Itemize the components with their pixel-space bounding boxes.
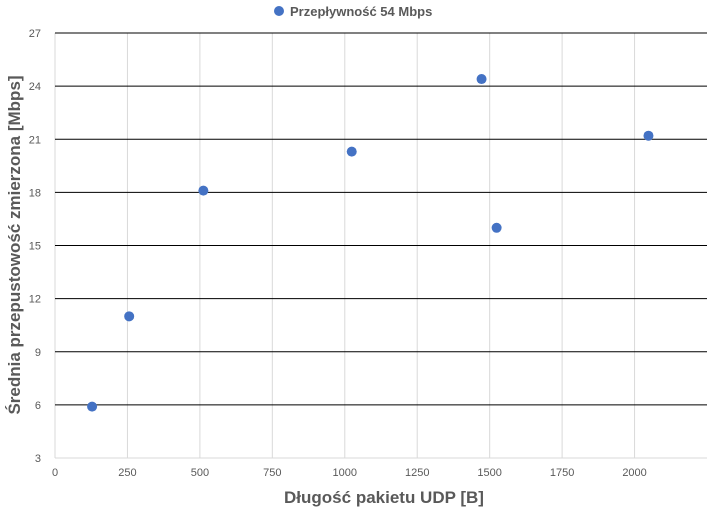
y-tick-label: 21: [29, 134, 41, 146]
x-tick-label: 1000: [333, 467, 357, 479]
data-point: [491, 222, 502, 233]
y-tick-label: 6: [35, 400, 41, 412]
y-tick-label: 18: [29, 187, 41, 199]
data-point: [124, 311, 135, 322]
grid-lines: [54, 32, 707, 459]
legend-marker: [274, 6, 284, 16]
y-tick-label: 12: [29, 294, 41, 306]
x-tick-label: 1500: [477, 467, 501, 479]
data-point: [643, 130, 654, 141]
tick-labels: 0 250 500 750 1000 1250 1500 1750 2000 3 6 9 12 15 18 2…: [29, 28, 647, 479]
data-points: [87, 74, 654, 412]
x-tick-label: 0: [52, 467, 58, 479]
y-tick-label: 27: [29, 28, 41, 40]
data-point: [346, 146, 357, 157]
x-tick-label: 1750: [550, 467, 574, 479]
x-tick-label: 1250: [405, 467, 429, 479]
data-point: [87, 401, 98, 412]
y-tick-label: 15: [29, 241, 41, 253]
y-tick-label: 24: [29, 81, 41, 93]
x-tick-label: 250: [118, 467, 136, 479]
legend: Przepływność 54 Mbps: [274, 4, 432, 19]
x-tick-label: 2000: [622, 467, 646, 479]
y-axis-title: Średnia przepustowość zmierzona [Mbps]: [5, 75, 24, 414]
y-tick-label: 3: [35, 453, 41, 465]
data-point: [476, 74, 487, 85]
data-point: [198, 185, 209, 196]
y-tick-label: 9: [35, 347, 41, 359]
x-axis-title: Długość pakietu UDP [B]: [284, 488, 484, 507]
x-tick-label: 500: [191, 467, 209, 479]
x-tick-label: 750: [263, 467, 281, 479]
legend-label: Przepływność 54 Mbps: [290, 4, 432, 19]
